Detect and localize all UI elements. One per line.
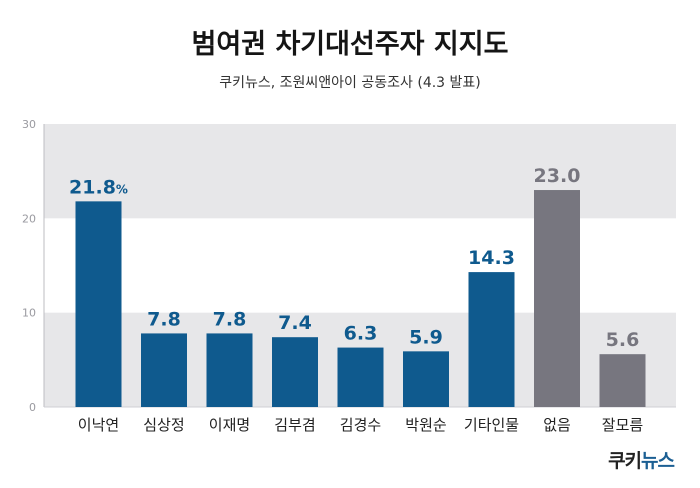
category-label: 김부겸 — [274, 416, 315, 434]
bar — [206, 333, 253, 407]
y-tick-label: 30 — [22, 118, 36, 131]
bar — [141, 333, 187, 407]
category-label: 기타인물 — [464, 416, 519, 434]
bar — [599, 354, 646, 407]
bar — [337, 347, 384, 407]
category-label: 박원순 — [405, 416, 447, 434]
bar-value-label: 5.9 — [409, 326, 443, 348]
logo-text-2: 뉴스 — [641, 450, 675, 472]
category-label: 없음 — [543, 416, 571, 434]
y-tick-label: 10 — [22, 307, 36, 320]
category-label: 김경수 — [340, 416, 381, 434]
y-tick-label: 0 — [29, 401, 36, 414]
bar — [534, 190, 580, 407]
bar — [272, 337, 318, 407]
category-label: 이낙연 — [78, 416, 119, 434]
background-band — [44, 124, 676, 219]
category-label: 잘모름 — [602, 416, 644, 434]
bar-value-label: 6.3 — [344, 323, 378, 345]
chart-title: 범여권 차기대선주자 지지도 — [191, 29, 509, 60]
bar-value-label: 7.8 — [213, 308, 247, 330]
kukinews-logo: 쿠키뉴스 — [608, 446, 675, 473]
bar — [75, 201, 122, 407]
category-label: 심상정 — [143, 416, 184, 434]
bar-value-label: 7.8 — [147, 308, 181, 330]
bar-value-label: 5.6 — [606, 329, 640, 351]
bar — [468, 272, 515, 407]
category-label: 이재명 — [209, 416, 250, 434]
bar — [403, 351, 449, 407]
bar-value-label: 23.0 — [534, 165, 581, 187]
bar-value-label: 14.3 — [468, 247, 515, 269]
logo-text-1: 쿠키 — [608, 450, 642, 472]
bar-value-label: 7.4 — [278, 312, 312, 334]
y-tick-label: 20 — [22, 212, 36, 225]
chart-subtitle: 쿠키뉴스, 조원씨앤아이 공동조사 (4.3 발표) — [219, 75, 481, 91]
bar-value-label: 21.8% — [69, 176, 128, 198]
